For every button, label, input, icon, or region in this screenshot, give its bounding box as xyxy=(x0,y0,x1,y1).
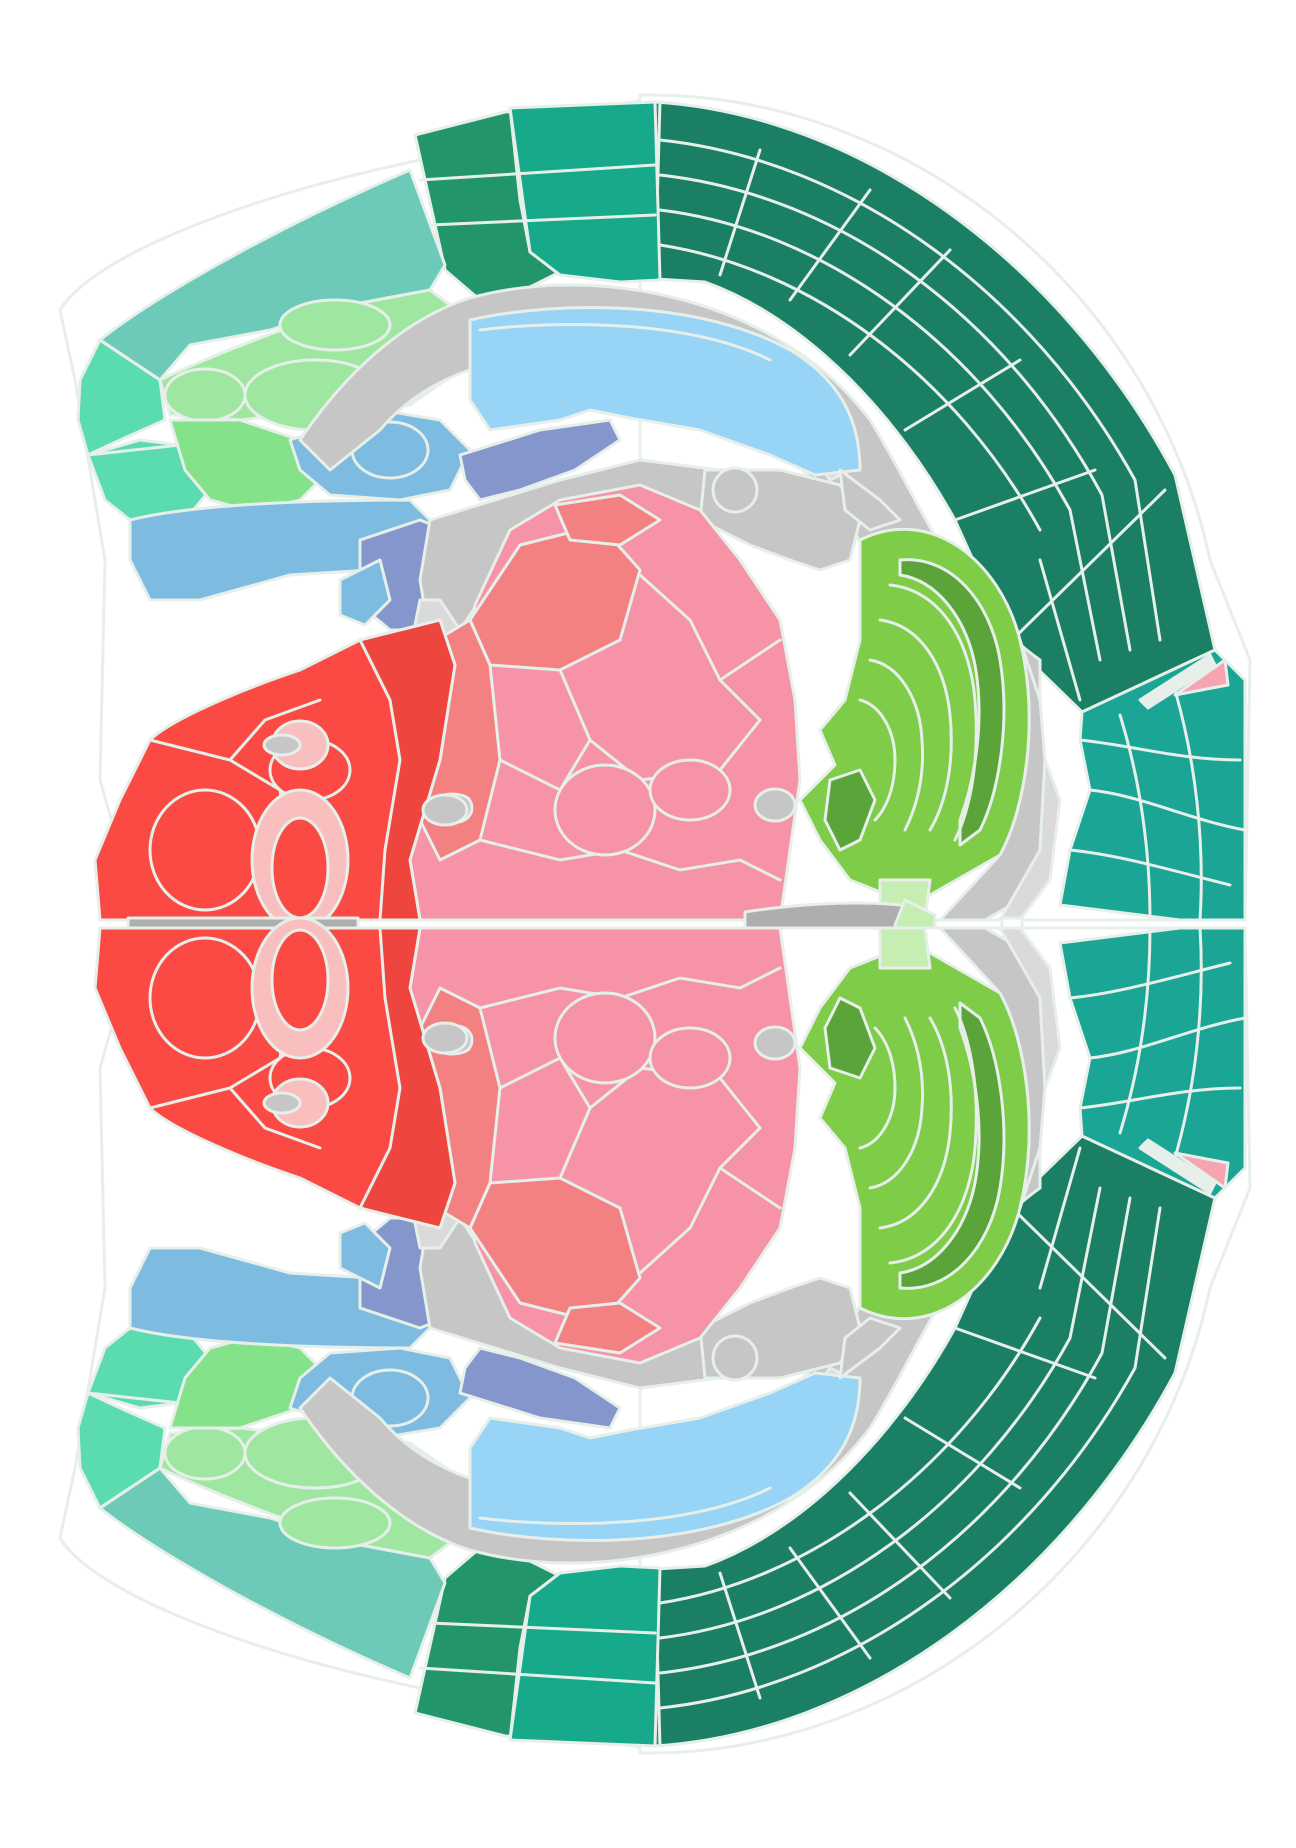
hypothalamus-nucleus xyxy=(148,788,262,912)
region-part xyxy=(648,758,732,822)
region-boundary xyxy=(1173,688,1203,922)
region-boundary xyxy=(903,358,1022,432)
region-boundary xyxy=(848,248,952,357)
hypothalamus-lateral xyxy=(358,618,457,922)
upper-hemisphere xyxy=(58,93,1252,932)
region-boundary xyxy=(658,173,1132,652)
pallidum xyxy=(458,418,622,502)
region-boundary xyxy=(508,106,532,254)
region-boundary xyxy=(478,322,772,362)
region-boundary xyxy=(888,583,978,842)
region-boundary xyxy=(858,698,897,822)
region-boundary xyxy=(638,573,762,722)
region-boundary xyxy=(878,618,953,832)
region-boundary xyxy=(1038,558,1082,702)
region-boundary xyxy=(718,638,782,682)
region-boundary xyxy=(1078,738,1242,762)
olfactory-subarea xyxy=(278,298,392,352)
region-boundary xyxy=(1118,713,1152,922)
region-boundary xyxy=(228,698,322,762)
region-part xyxy=(711,466,759,514)
region-boundary xyxy=(478,838,782,882)
region-boundary xyxy=(86,443,182,457)
region-boundary xyxy=(98,338,162,382)
region-boundary xyxy=(718,148,762,277)
lateral-cortex-lower xyxy=(86,438,212,522)
region-part xyxy=(421,793,469,827)
pink-marker xyxy=(1173,658,1230,697)
region-part xyxy=(838,468,902,532)
region-boundary xyxy=(953,468,1097,522)
region-boundary xyxy=(658,138,1162,642)
striatum xyxy=(128,498,432,602)
region-boundary xyxy=(658,208,1102,662)
region-boundary xyxy=(788,188,872,302)
region-part xyxy=(262,733,302,757)
region-part xyxy=(823,768,877,852)
lower-hemisphere xyxy=(58,916,1252,1755)
olfactory-subarea xyxy=(163,367,247,423)
region-boundary xyxy=(658,243,1042,532)
region-part xyxy=(270,816,330,920)
caudal-cortex xyxy=(1058,648,1247,922)
region-part xyxy=(338,558,392,627)
region-part xyxy=(898,558,1006,847)
region-boundary xyxy=(1088,788,1247,832)
region-part xyxy=(553,763,657,857)
isocortex-dark xyxy=(638,100,1217,714)
region-boundary xyxy=(428,213,657,227)
thalamus-salmon xyxy=(468,523,642,672)
region-part xyxy=(1138,653,1217,710)
region-boundary xyxy=(1068,848,1232,887)
region-boundary xyxy=(868,658,925,832)
hippocampal-formation xyxy=(468,306,862,477)
isocortex-teal xyxy=(508,100,662,284)
region-boundary xyxy=(418,163,657,182)
region-part xyxy=(753,787,797,823)
region-part xyxy=(553,493,662,547)
